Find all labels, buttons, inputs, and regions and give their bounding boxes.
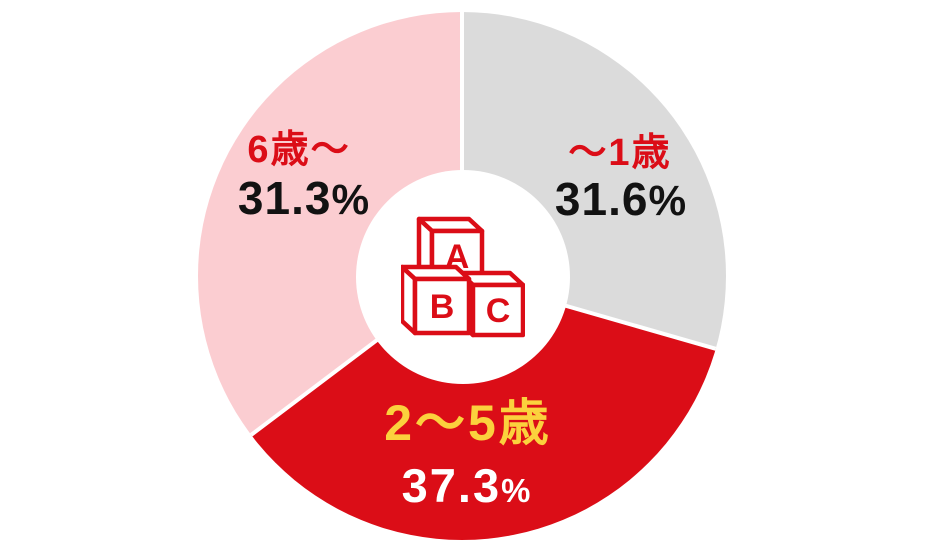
slice-percent-number: 31.3 [237, 172, 332, 224]
percent-sign: % [648, 177, 688, 224]
abc-blocks-icon: A B C [401, 216, 525, 338]
donut-hole: A B C [356, 170, 570, 384]
percent-sign: % [501, 472, 533, 509]
slice-label-age-2-5: 2〜5歳 [384, 395, 552, 451]
slice-label-age-6-plus: 6歳〜 [247, 129, 351, 171]
slice-separator [460, 12, 464, 276]
slice-value-age-0-1: 31.6% [555, 176, 687, 222]
slice-label-age-0-1: 〜1歳 [568, 132, 672, 174]
slice-percent-number: 37.3 [401, 459, 502, 512]
slice-percent-number: 31.6 [554, 173, 649, 225]
abc-letter-a: A [445, 238, 470, 276]
slice-value-age-2-5: 37.3% [402, 462, 533, 509]
abc-letter-c: C [486, 292, 511, 330]
abc-letter-b: B [430, 288, 455, 326]
slice-value-age-6-plus: 31.3% [238, 175, 370, 221]
percent-sign: % [331, 176, 371, 223]
abc-block-b [401, 264, 472, 336]
